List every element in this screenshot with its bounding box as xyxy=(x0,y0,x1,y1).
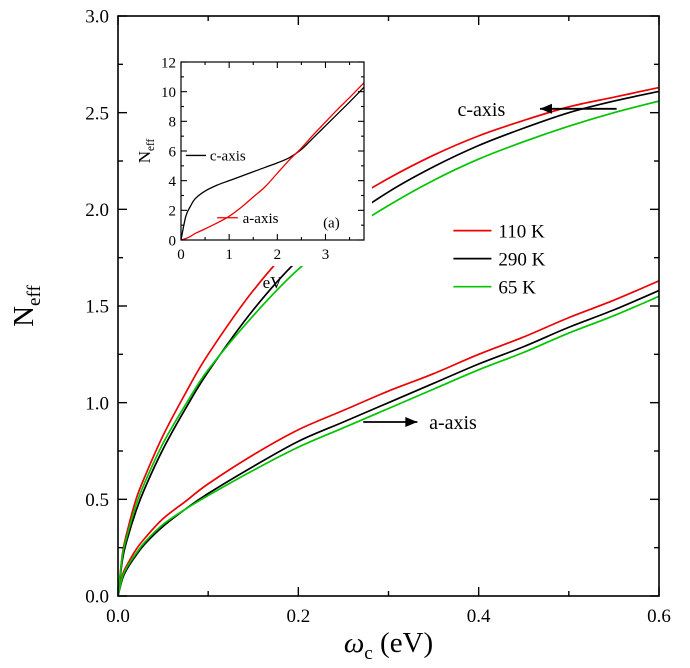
inset-y-tick-label: 12 xyxy=(161,55,176,71)
legend-label-65-k: 65 K xyxy=(498,277,536,298)
svg-text:c-axis: c-axis xyxy=(457,99,505,121)
main-y-tick-label: 2.0 xyxy=(85,200,109,221)
inset-y-tick-label: 6 xyxy=(169,144,177,160)
inset-series xyxy=(181,82,364,240)
main-series xyxy=(118,86,659,596)
main-y-tick-label: 0.5 xyxy=(85,490,109,511)
inset-x-tick-label: 2 xyxy=(274,247,282,263)
inset-y-tick-label: 0 xyxy=(169,233,177,249)
main-legend: 110 K 290 K 65 K xyxy=(453,221,546,298)
main-y-tick-label: 3.0 xyxy=(85,7,109,28)
main-x-tick-label: 0.6 xyxy=(647,606,671,627)
legend-label-290-k: 290 K xyxy=(498,249,545,270)
inset-y-tick-label: 2 xyxy=(169,204,177,220)
inset-curve-a-axis xyxy=(181,82,364,240)
main-curve-c-axis-65-k xyxy=(118,100,659,596)
legend-label-110-k: 110 K xyxy=(498,221,545,242)
main-x-tick-label: 0.4 xyxy=(467,606,491,627)
inset-x-tick-label: 0 xyxy=(177,247,185,263)
main-curve-c-axis-110-k xyxy=(118,86,659,596)
svg-text:a-axis: a-axis xyxy=(243,211,279,227)
arrow-head-icon xyxy=(405,417,418,427)
main-x-tick-label: 0.2 xyxy=(286,606,310,627)
main-y-tick-label: 2.5 xyxy=(85,103,109,124)
svg-text:(a): (a) xyxy=(323,215,340,231)
inset-annotation-a-axis: a-axis xyxy=(217,211,279,227)
main-y-tick-label: 1.0 xyxy=(85,393,109,414)
main-x-tick-label: 0.0 xyxy=(106,606,130,627)
main-chart: 0.0 0.2 0.4 0.6 0.0 0.5 1.0 1.5 2.0 2.5 3.0 ωc (eV)… xyxy=(8,7,671,664)
inset-y-axis-label: Neff xyxy=(135,138,157,163)
arrow-head-icon xyxy=(539,103,552,114)
main-curve-a-axis-290-k xyxy=(118,289,659,596)
svg-text:c-axis: c-axis xyxy=(210,149,246,165)
main-annotation-c-axis: c-axis xyxy=(457,99,617,121)
main-y-tick-label: 0.0 xyxy=(85,587,109,608)
main-y-tick-label: 1.5 xyxy=(85,297,109,318)
inset-background xyxy=(147,54,372,266)
main-y-axis-label: Neff xyxy=(8,284,45,326)
main-curve-a-axis-110-k xyxy=(118,280,659,596)
main-annotation-a-axis: a-axis xyxy=(363,412,477,434)
inset-x-tick-label: 3 xyxy=(322,247,330,263)
main-tick-labels: 0.0 0.2 0.4 0.6 0.0 0.5 1.0 1.5 2.0 2.5 3.0 xyxy=(85,7,671,627)
main-curve-c-axis-290-k xyxy=(118,90,659,596)
inset-y-tick-label: 4 xyxy=(169,174,177,190)
inset-ticks xyxy=(180,61,364,241)
inset-annotation-c-axis: c-axis xyxy=(185,149,246,165)
inset-y-tick-label: 8 xyxy=(169,115,177,131)
inset-y-tick-label: 10 xyxy=(161,85,176,101)
main-ticks xyxy=(117,15,660,597)
main-x-axis-label: ωc (eV) xyxy=(344,627,433,664)
svg-text:a-axis: a-axis xyxy=(429,412,477,434)
main-curve-a-axis-65-k xyxy=(118,295,659,596)
inset-x-axis-label: eV xyxy=(263,273,284,292)
inset-curve-c-axis xyxy=(181,86,364,240)
inset-annotation-a: (a) xyxy=(323,215,340,231)
inset-x-tick-label: 1 xyxy=(225,247,233,263)
